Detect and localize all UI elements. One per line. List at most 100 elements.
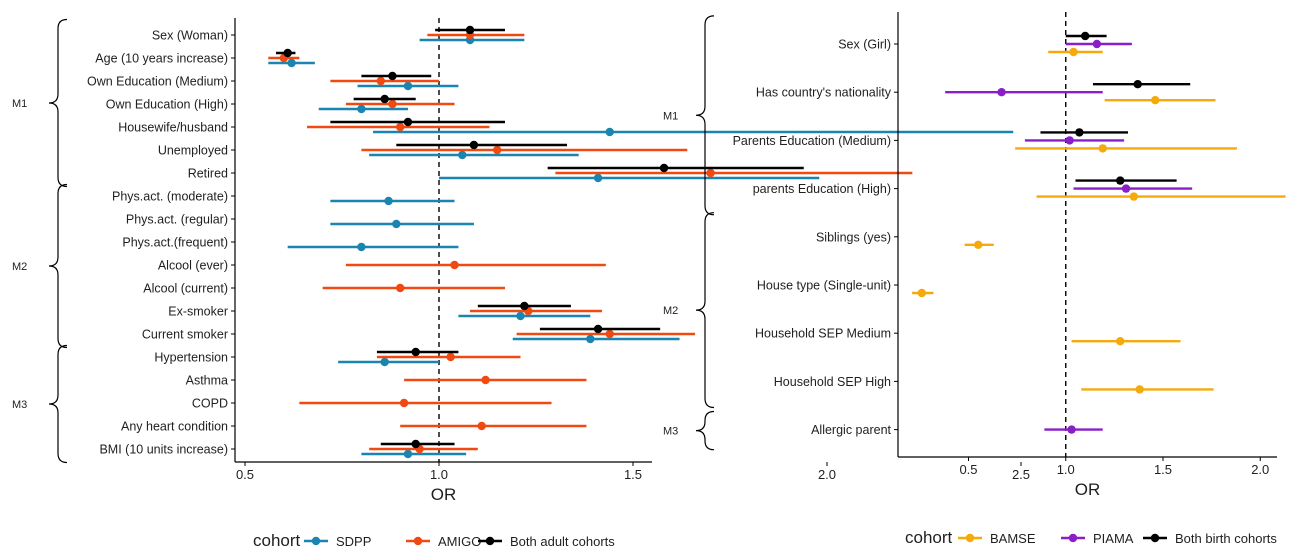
row-label: Any heart condition xyxy=(121,420,228,434)
row-label: Housewife/husband xyxy=(118,121,228,135)
legend-label: PIAMA xyxy=(1093,531,1134,546)
row-label: Own Education (Medium) xyxy=(87,75,228,89)
row-label: Unemployed xyxy=(158,144,228,158)
legend-item: BAMSE xyxy=(958,531,1036,546)
group-brace xyxy=(695,15,715,216)
row-label: House type (Single-unit) xyxy=(757,279,891,293)
legend-title: cohort xyxy=(905,528,953,547)
panel-1: 0.5 1.0 1.5 2.0 2.5 OR Sex (Woman) Age (10 year… xyxy=(12,18,1030,550)
row-label: Sex (Woman) xyxy=(152,29,228,43)
point-estimate xyxy=(917,288,927,298)
row-label: Sex (Girl) xyxy=(838,38,891,52)
point-estimate xyxy=(477,421,486,431)
point-estimate xyxy=(586,334,595,344)
point-estimate xyxy=(493,145,502,155)
point-estimate xyxy=(520,301,529,311)
x-axis-label: OR xyxy=(1075,480,1101,499)
row-label: Own Education (High) xyxy=(106,98,228,112)
row-label: Alcool (current) xyxy=(143,282,228,296)
point-estimate xyxy=(380,94,389,104)
series-piama xyxy=(945,39,1193,434)
series-bamse xyxy=(912,47,1286,394)
legend-key-point xyxy=(1150,533,1160,543)
point-estimate xyxy=(396,283,405,293)
point-estimate xyxy=(1081,31,1090,41)
row-label: Phys.act. (regular) xyxy=(126,213,228,227)
point-estimate xyxy=(287,58,296,68)
point-estimate xyxy=(357,242,366,252)
group-label: M3 xyxy=(663,426,678,438)
point-estimate xyxy=(1135,385,1144,394)
x-tick-label: 2.0 xyxy=(818,467,836,482)
legend-key-point xyxy=(413,536,423,546)
point-estimate xyxy=(465,25,475,35)
legend-item: AMIGO xyxy=(406,534,481,549)
point-estimate xyxy=(1133,80,1142,89)
series-amigo xyxy=(268,30,913,454)
point-estimate xyxy=(516,311,525,321)
legend-label: BAMSE xyxy=(990,531,1036,546)
row-label: Siblings (yes) xyxy=(816,230,891,244)
point-estimate xyxy=(376,76,385,86)
point-estimate xyxy=(392,219,401,229)
point-estimate xyxy=(403,449,413,459)
group-brace xyxy=(695,212,715,409)
point-estimate xyxy=(1116,337,1125,346)
row-label: BMI (10 units increase) xyxy=(99,443,228,457)
point-estimate xyxy=(1098,144,1107,153)
point-estimate xyxy=(380,357,389,367)
legend-label: Both birth cohorts xyxy=(1175,531,1277,546)
group-brace xyxy=(48,183,68,349)
point-estimate xyxy=(1075,128,1084,137)
legend-item: Both adult cohorts xyxy=(478,534,615,549)
point-estimate xyxy=(1069,47,1078,57)
group-brace xyxy=(48,18,68,188)
point-estimate xyxy=(388,99,397,109)
point-estimate xyxy=(399,398,409,408)
legend-key-point xyxy=(485,536,495,546)
point-estimate xyxy=(1129,192,1139,201)
row-label: parents Education (High) xyxy=(753,182,891,196)
group-brace xyxy=(48,344,68,464)
point-estimate xyxy=(1067,425,1076,434)
group-label: M3 xyxy=(12,399,27,411)
point-estimate xyxy=(1151,96,1160,105)
point-estimate xyxy=(605,127,614,137)
row-label: Age (10 years increase) xyxy=(95,52,228,66)
series-both-birth-cohorts xyxy=(1040,31,1191,185)
point-estimate xyxy=(384,196,393,206)
point-estimate xyxy=(469,140,479,150)
legend: cohort SDPP AMIGO Both adult cohorts xyxy=(253,531,615,550)
series-both-adult-cohorts xyxy=(276,25,804,449)
group-label: M1 xyxy=(663,110,678,122)
x-tick-label: 2.5 xyxy=(1012,467,1030,482)
legend-title: cohort xyxy=(253,531,301,550)
point-estimate xyxy=(1116,176,1125,185)
row-label: COPD xyxy=(192,397,228,411)
point-estimate xyxy=(388,71,397,81)
point-estimate xyxy=(411,347,420,357)
legend-label: Both adult cohorts xyxy=(510,534,615,549)
group-brace xyxy=(695,410,715,451)
row-label: Parents Education (Medium) xyxy=(733,134,891,148)
row-label: Hypertension xyxy=(154,351,228,365)
point-estimate xyxy=(283,48,292,58)
row-label: Household SEP High xyxy=(774,375,891,389)
x-tick-label: 1.0 xyxy=(1057,462,1075,477)
row-label: Allergic parent xyxy=(811,423,891,437)
point-estimate xyxy=(593,324,603,334)
point-estimate xyxy=(974,240,983,249)
point-estimate xyxy=(403,81,413,91)
x-tick-label: 1.0 xyxy=(430,467,448,482)
legend-key-point xyxy=(1068,533,1078,543)
row-label: Household SEP Medium xyxy=(755,327,891,341)
row-label: Current smoker xyxy=(142,328,228,342)
point-estimate xyxy=(605,329,614,339)
legend-key-point xyxy=(965,533,975,543)
x-tick-label: 2.0 xyxy=(1251,462,1269,477)
point-estimate xyxy=(458,150,467,160)
point-estimate xyxy=(593,173,603,183)
x-tick-label: 1.5 xyxy=(624,467,642,482)
row-label: Has country's nationality xyxy=(756,86,892,100)
